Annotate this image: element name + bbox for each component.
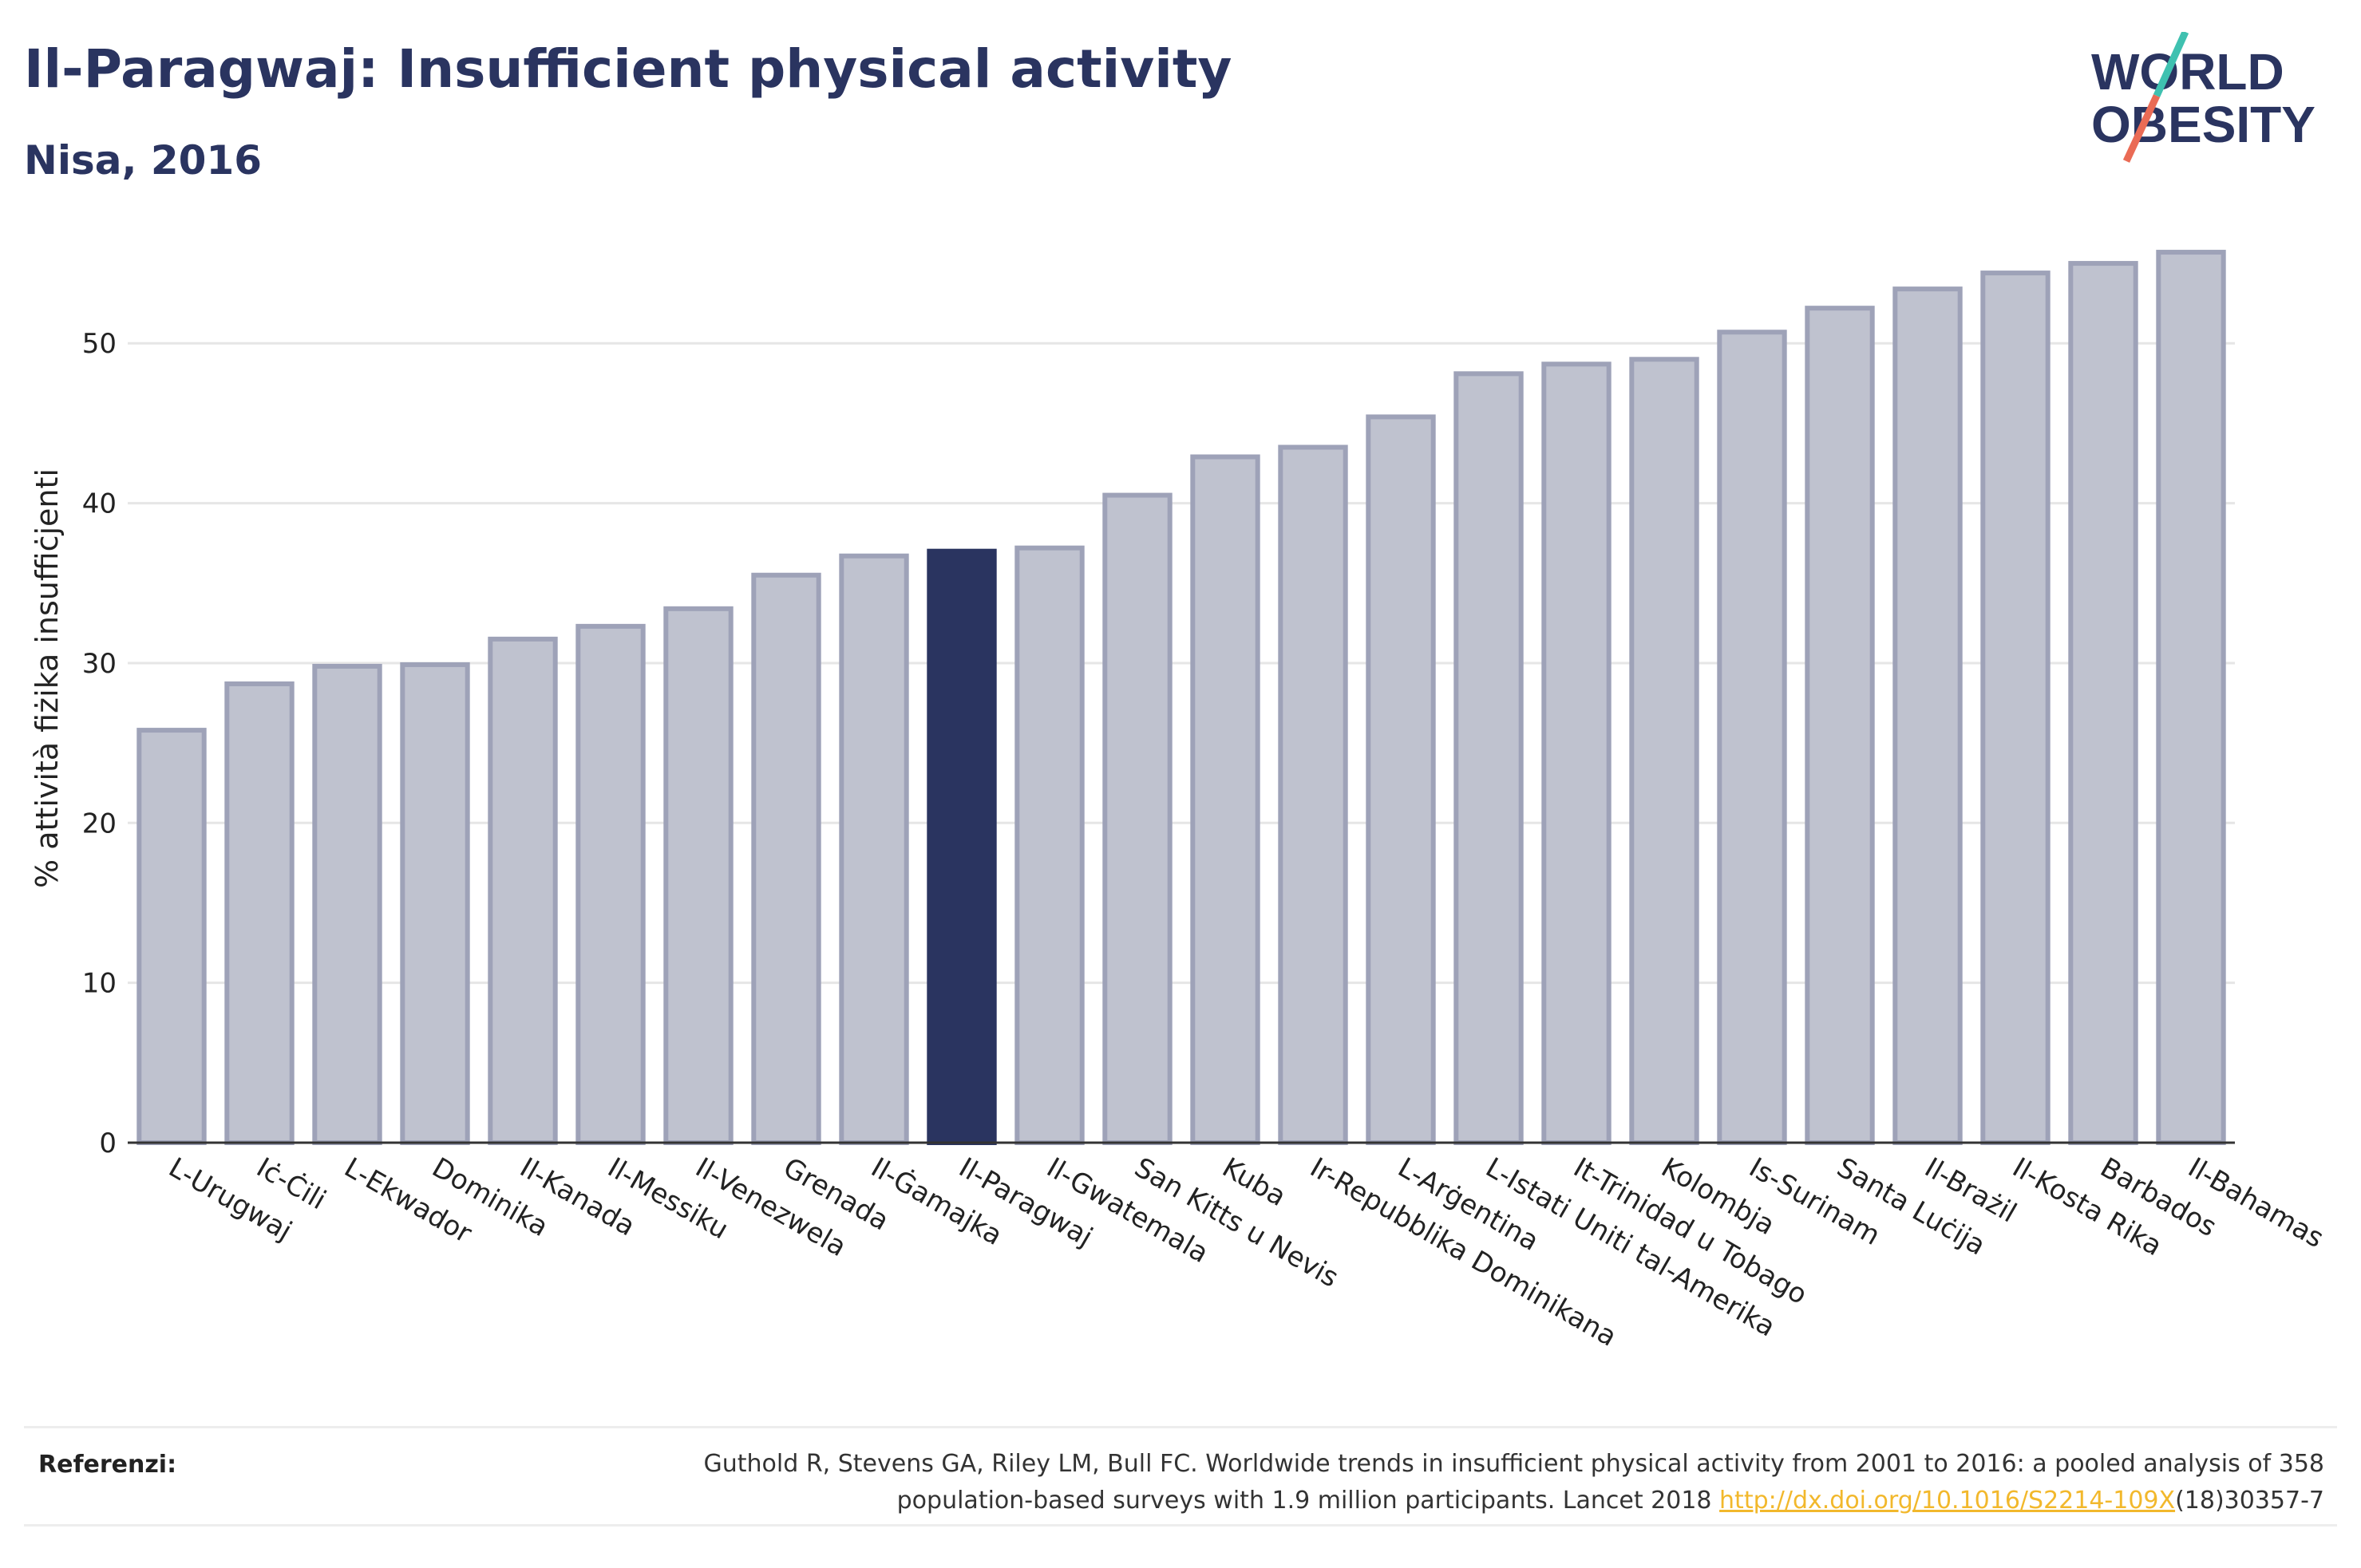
grid-lines [128,342,2235,985]
bar-2 [312,663,382,1145]
bar-8 [839,553,909,1145]
y-tick-label: 30 [82,648,117,680]
bar-12 [1190,454,1260,1145]
bars [136,250,2226,1146]
y-tick-label: 50 [82,328,117,360]
reference-suffix: (18)30357-7 [2175,1487,2324,1515]
world-obesity-logo: WORLD OBESITY [2091,32,2316,163]
y-tick-label: 10 [82,968,117,1000]
bar-22 [2068,261,2138,1145]
bar-10 [1014,545,1085,1145]
bar-4 [488,636,558,1145]
logo-line1: WORLD [2091,43,2284,101]
chart-subtitle: Nisa, 2016 [24,137,263,184]
bar-14 [1366,414,1436,1145]
bar-5 [575,623,646,1145]
bar-7 [751,572,821,1145]
chart-title: Il-Paragwaj: Insufficient physical activ… [24,38,1232,100]
y-tick-label: 0 [99,1128,117,1159]
y-tick-label: 40 [82,488,117,520]
y-tick-label: 20 [82,808,117,839]
bar-3 [400,662,470,1145]
bar-0 [136,728,207,1145]
bar-19 [1805,306,1875,1145]
logo-slash-teal [2153,32,2189,97]
bar-23 [2156,250,2226,1145]
reference-citation: Guthold R, Stevens GA, Riley LM, Bull FC… [703,1450,2324,1515]
bar-18 [1717,330,1787,1145]
logo-line2: OBESITY [2091,96,2316,153]
bar-9 [927,548,997,1145]
bar-1 [224,681,295,1145]
y-axis-ticks: 0 10 20 30 40 50 [82,328,117,1159]
bar-20 [1892,286,1963,1145]
bar-17 [1629,357,1699,1145]
bar-16 [1541,361,1612,1146]
footer-divider-bottom [24,1524,2337,1527]
references-text: Guthold R, Stevens GA, Riley LM, Bull FC… [568,1446,2324,1519]
bar-11 [1102,492,1173,1145]
footer-divider-top [24,1426,2337,1428]
bar-15 [1453,371,1524,1146]
bar-13 [1278,444,1348,1145]
y-axis-label: % attività fiżika insuffiċjenti [30,468,65,888]
logo-slash-coral [2122,94,2161,163]
bar-6 [663,606,734,1145]
bar-21 [1980,271,2051,1146]
doi-link[interactable]: http://dx.doi.org/10.1016/S2214-109X [1719,1487,2176,1515]
references-label: Referenzi: [38,1451,177,1479]
